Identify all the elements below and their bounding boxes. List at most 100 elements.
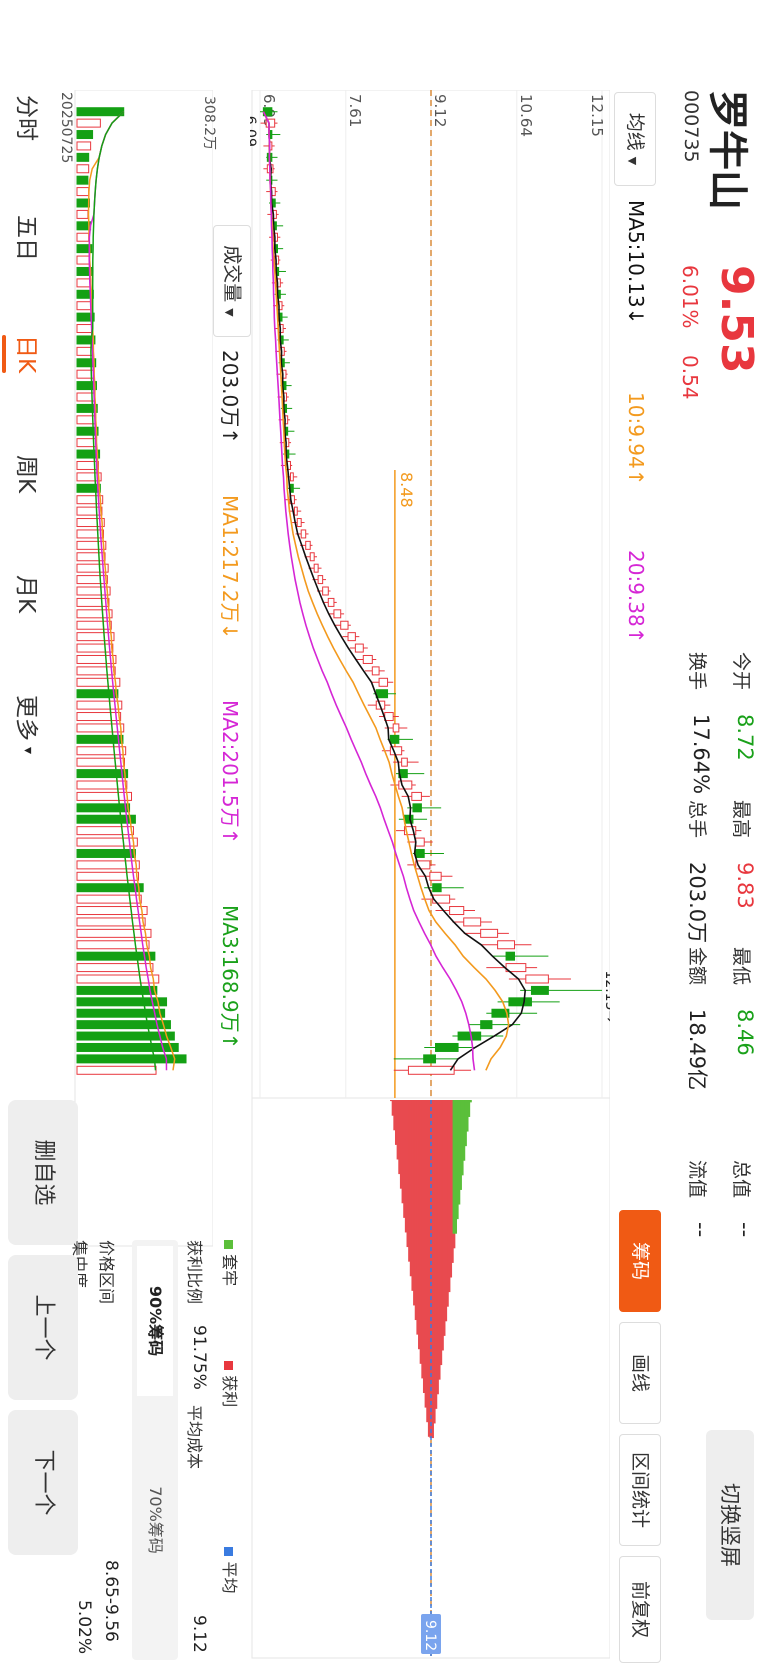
- candle-body: [429, 871, 442, 881]
- candle-body: [505, 951, 516, 961]
- volume-bar: [76, 575, 108, 585]
- tab-90-chips[interactable]: 90%筹码: [137, 1246, 173, 1396]
- tab-period[interactable]: 更多: [13, 695, 39, 741]
- candle-body: [403, 814, 414, 824]
- next-stock-button[interactable]: 下一个: [8, 1410, 78, 1555]
- volume-bar: [76, 152, 90, 162]
- candle-body: [432, 894, 451, 904]
- volume-bar: [76, 712, 122, 722]
- vol-ma3-value: MA3:168.9万↑: [218, 905, 242, 1050]
- vol-ma1-line: [87, 111, 176, 1071]
- volume-bar: [76, 769, 129, 779]
- stat-value: 9.83: [733, 862, 757, 909]
- volume-bar: [76, 974, 160, 984]
- volume-bar: [76, 209, 89, 219]
- candle-body: [313, 563, 319, 573]
- volume-bar: [76, 107, 125, 117]
- volume-bar: [76, 312, 95, 322]
- candle-body: [508, 997, 532, 1007]
- volume-bar: [76, 506, 103, 516]
- candle-body: [317, 575, 324, 585]
- volume-bar: [76, 906, 148, 916]
- volume-axis-max: 308.2万: [201, 96, 217, 151]
- volume-bar: [76, 529, 104, 539]
- candle-body: [371, 666, 380, 676]
- candle-body: [497, 940, 516, 950]
- vol-ma2-value: MA2:201.5万↑: [218, 700, 242, 845]
- volume-bar: [76, 848, 136, 858]
- volume-bar: [76, 689, 119, 699]
- caret-down-icon: ▾: [20, 747, 36, 755]
- ma5-value: MA5:10.13↓: [624, 200, 648, 325]
- volume-chart[interactable]: [73, 90, 213, 1250]
- tab-period[interactable]: 五日: [13, 215, 39, 261]
- volume-bar: [76, 552, 106, 562]
- price-axis-label: 7.61: [346, 94, 364, 127]
- volume-bar: [76, 826, 134, 836]
- stat-label: 流值: [686, 1160, 708, 1199]
- stat-label: 今开: [730, 652, 752, 691]
- candle-body: [412, 803, 422, 813]
- ma5-line: [262, 111, 527, 1071]
- adjust-button[interactable]: 前复权: [619, 1556, 661, 1663]
- candle-body: [262, 107, 273, 117]
- tab-period[interactable]: 日K: [12, 335, 46, 373]
- draw-line-button[interactable]: 画线: [619, 1322, 661, 1424]
- tab-period[interactable]: 周K: [13, 455, 39, 494]
- change-percent: 6.01%: [678, 265, 702, 329]
- stat-label: 最高: [730, 800, 752, 839]
- avg-cost-value: 9.12: [189, 1615, 209, 1653]
- chip-bar: [467, 1100, 472, 1103]
- price-axis-label: 10.64: [517, 94, 535, 137]
- candle-body: [435, 1042, 459, 1052]
- chips-button[interactable]: 筹码: [619, 1210, 661, 1312]
- candle-body: [401, 757, 408, 767]
- volume-select-dropdown[interactable]: 成交量 ▼: [213, 225, 251, 337]
- tab-period[interactable]: 分时: [13, 95, 39, 141]
- candle-body: [347, 632, 356, 642]
- ma-select-label: 均线: [624, 112, 646, 151]
- volume-bar: [76, 198, 90, 208]
- volume-bar: [76, 130, 94, 140]
- price-axis-label: 12.15: [588, 94, 606, 137]
- stat-value: 203.0万: [685, 862, 709, 944]
- min-price-label: 6.09: [250, 116, 258, 147]
- tab-period[interactable]: 月K: [13, 575, 39, 614]
- ma-select-dropdown[interactable]: 均线 ▼: [614, 92, 656, 186]
- ma10-value: 10:9.94↑: [624, 392, 648, 486]
- volume-bar: [76, 746, 127, 756]
- stat-value: 17.64%: [689, 714, 713, 795]
- avg-legend-label: 平均: [220, 1561, 239, 1594]
- delete-watchlist-button[interactable]: 删自选: [8, 1100, 78, 1245]
- ma10-line: [262, 111, 510, 1071]
- volume-bar: [76, 460, 99, 470]
- candle-body: [309, 552, 315, 562]
- volume-bar: [76, 278, 92, 288]
- volume-bar: [76, 1054, 187, 1064]
- switch-portrait-button[interactable]: 切换竖屏: [706, 1430, 754, 1620]
- volume-bar: [76, 324, 94, 334]
- candle-body: [480, 1020, 493, 1030]
- tab-70-chips[interactable]: 70%筹码: [146, 1486, 165, 1554]
- volume-bar: [76, 780, 128, 790]
- volume-bar: [76, 860, 140, 870]
- price-axis-label: 9.12: [431, 94, 449, 127]
- volume-bar: [76, 963, 154, 973]
- current-price: 9.53: [711, 265, 762, 374]
- caret-down-icon: ▼: [223, 308, 236, 317]
- volume-value: 203.0万↑: [218, 350, 242, 445]
- candle-body: [432, 883, 442, 893]
- volume-bar: [76, 141, 92, 151]
- volume-bar: [76, 244, 93, 254]
- stat-label: 金额: [686, 947, 708, 986]
- range-stats-button[interactable]: 区间统计: [619, 1434, 661, 1546]
- prev-stock-button[interactable]: 上一个: [8, 1255, 78, 1400]
- vol-ma2-line: [88, 111, 168, 1071]
- stock-code: 000735: [680, 90, 702, 163]
- ma20-line: [262, 111, 476, 1071]
- volume-bar: [76, 620, 112, 630]
- candle-body: [423, 1054, 437, 1064]
- volume-bar: [76, 1065, 157, 1075]
- price-range-label: 价格区间: [97, 1240, 116, 1305]
